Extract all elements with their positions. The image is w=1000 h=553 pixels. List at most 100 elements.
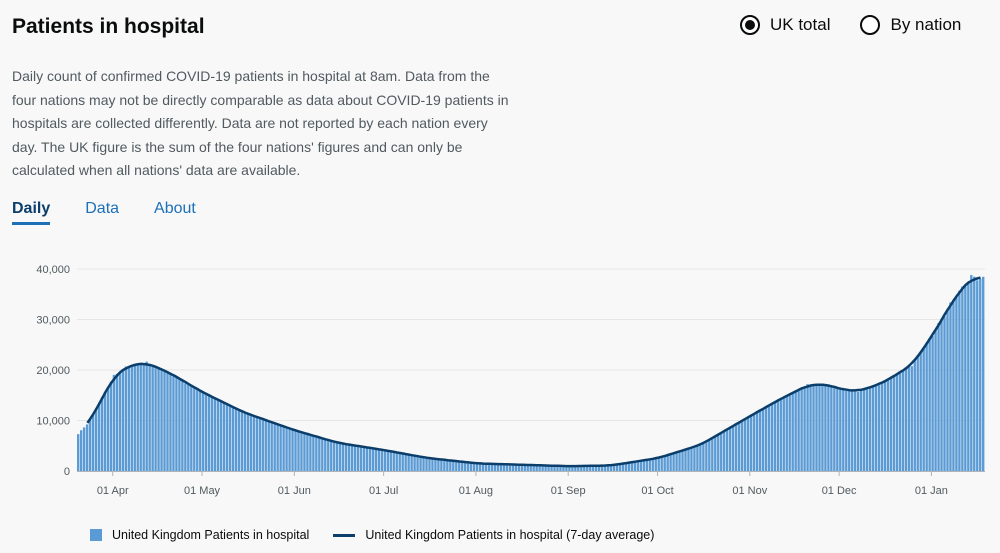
bar	[336, 442, 339, 471]
bar	[461, 461, 464, 471]
bar	[758, 410, 762, 471]
bar	[946, 309, 949, 471]
bar	[684, 449, 687, 471]
bar	[315, 436, 318, 471]
bar	[82, 427, 86, 471]
tab-daily[interactable]: Daily	[12, 200, 51, 225]
bar	[770, 403, 774, 471]
bar	[368, 447, 372, 471]
bar	[359, 446, 363, 471]
bar	[490, 463, 494, 471]
bar	[88, 420, 92, 471]
bar	[586, 465, 589, 471]
bar	[633, 461, 637, 471]
bar	[455, 461, 458, 471]
legend-item-bars[interactable]: United Kingdom Patients in hospital	[90, 528, 309, 542]
bar	[595, 465, 598, 471]
bar	[922, 348, 925, 471]
bar	[333, 441, 336, 471]
bar	[306, 434, 309, 471]
bar	[865, 389, 869, 471]
bar	[815, 384, 818, 471]
bar	[374, 448, 378, 471]
bar	[660, 456, 663, 471]
bar	[937, 322, 940, 471]
chart-tabs: Daily Data About	[12, 200, 196, 225]
bar	[895, 373, 899, 471]
bar	[190, 384, 193, 471]
x-tick-label: 01 Sep	[551, 485, 586, 497]
bar	[347, 444, 351, 471]
bar	[645, 459, 648, 471]
bar	[726, 429, 729, 471]
bar	[806, 384, 809, 471]
bar	[258, 418, 261, 471]
bar	[273, 423, 276, 471]
bar	[767, 406, 771, 471]
bar	[672, 453, 675, 471]
bar	[106, 387, 110, 471]
bar	[800, 389, 803, 471]
bar	[720, 432, 723, 471]
bar	[383, 450, 387, 471]
bar	[222, 402, 226, 471]
bar	[172, 376, 175, 471]
bar	[877, 385, 881, 471]
bar	[404, 454, 407, 471]
view-radio-group: UK total By nation	[740, 15, 961, 35]
x-tick-label: 01 Dec	[822, 485, 857, 497]
tab-about[interactable]: About	[154, 200, 196, 217]
bar	[484, 463, 488, 471]
bar	[166, 371, 169, 471]
bar	[571, 466, 574, 471]
bar	[252, 416, 256, 471]
bar	[821, 385, 824, 471]
bar	[321, 438, 324, 471]
bar	[529, 464, 532, 471]
bar	[219, 401, 223, 471]
bar	[574, 466, 577, 471]
bar	[279, 425, 282, 471]
bar	[612, 465, 616, 471]
bar	[731, 425, 735, 471]
x-tick-label: 01 Jan	[915, 485, 948, 497]
bar	[752, 413, 756, 471]
bar	[854, 391, 857, 471]
bar	[648, 459, 651, 471]
bar	[422, 457, 425, 471]
bar	[136, 363, 139, 471]
bar	[309, 434, 312, 471]
bar	[437, 459, 440, 471]
bar	[419, 456, 422, 471]
bar	[666, 455, 669, 471]
radio-uk-total[interactable]: UK total	[740, 15, 830, 35]
bar	[469, 462, 473, 471]
legend-item-line[interactable]: United Kingdom Patients in hospital (7-d…	[333, 528, 654, 542]
y-tick-label: 20,000	[36, 365, 70, 377]
bar	[544, 465, 547, 471]
bar	[115, 374, 119, 471]
bar	[246, 413, 250, 471]
bar	[184, 383, 187, 471]
bar	[556, 465, 559, 471]
y-tick-label: 0	[64, 466, 70, 478]
bar	[466, 462, 470, 471]
bar	[842, 389, 845, 471]
bar	[809, 385, 812, 471]
bar	[928, 337, 931, 471]
bar	[303, 433, 306, 471]
bar	[532, 465, 535, 471]
bar	[169, 372, 172, 471]
bar	[776, 400, 779, 471]
bar	[597, 465, 601, 471]
bar	[958, 290, 961, 471]
radio-by-nation[interactable]: By nation	[860, 15, 961, 35]
bar	[154, 366, 157, 471]
tab-data[interactable]: Data	[85, 200, 120, 217]
bar	[505, 464, 509, 471]
bar	[955, 297, 958, 471]
bar	[600, 465, 604, 471]
bar	[618, 463, 622, 471]
bar	[696, 445, 699, 471]
bar	[91, 414, 95, 471]
